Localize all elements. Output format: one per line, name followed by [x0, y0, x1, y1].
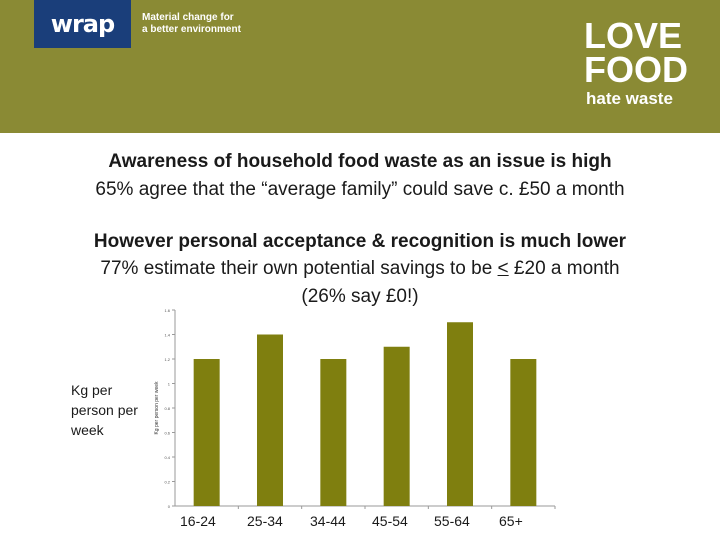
y-tick-label: 0.8	[164, 406, 170, 411]
love-food-hate-waste-logo: LOVE FOOD hate waste	[584, 15, 688, 108]
wrap-logo: wrap	[34, 0, 131, 48]
love-logo-line1: LOVE	[584, 15, 682, 56]
bar-chart: 0 0.2 0.4 0.6 0.8 1 1.2 1.4 1.6 Kg per person per…	[154, 308, 556, 509]
heading-line4-post: £20 a month	[508, 258, 620, 279]
x-tick-label: 45-54	[372, 513, 408, 529]
tagline: Material change for a better environment	[142, 12, 241, 36]
y-axis-title: Kg per person per week	[154, 381, 160, 435]
bar-16-24	[193, 359, 220, 506]
y-tick-label: 1.6	[164, 308, 170, 313]
x-tick-label: 25-34	[247, 513, 283, 529]
header-banner: wrap Material change for a better enviro…	[0, 0, 720, 133]
x-tick-label: 34-44	[310, 513, 346, 529]
wrap-logo-text: wrap	[50, 10, 115, 38]
x-tick-label: 55-64	[434, 513, 470, 529]
y-tick-label: 0	[168, 504, 171, 509]
bar-55-64	[447, 322, 473, 506]
love-logo-line3: hate waste	[586, 89, 673, 108]
heading-line1: Awareness of household food waste as an …	[108, 151, 612, 172]
heading-line4-u: <	[497, 258, 509, 279]
tagline-line1: Material change for	[142, 12, 234, 23]
heading-line5: (26% say £0!)	[301, 286, 419, 307]
y-tick-label: 0.6	[164, 431, 170, 436]
bar-34-44	[320, 359, 347, 506]
heading-line2: 65% agree that the “average family” coul…	[95, 179, 625, 200]
bar-25-34	[257, 334, 283, 506]
x-tick-label: 16-24	[180, 513, 216, 529]
heading-line4-pre: 77% estimate their own potential savings…	[100, 258, 498, 279]
y-tick-label: 1.2	[164, 357, 170, 362]
y-tick-label: 0.2	[164, 480, 170, 485]
y-tick-label: 1.4	[164, 333, 170, 338]
bar-45-54	[383, 346, 410, 506]
bar-65+	[510, 359, 537, 506]
heading-line3: However personal acceptance & recognitio…	[93, 231, 627, 252]
y-tick-label: 1	[168, 382, 171, 387]
heading-line4: 77% estimate their own potential savings…	[0, 258, 720, 280]
x-tick-label: 65+	[499, 513, 523, 529]
y-axis-label: Kg per person per week	[71, 382, 138, 438]
tagline-line2: a better environment	[142, 24, 241, 35]
love-logo-line2: FOOD	[584, 49, 688, 90]
y-tick-label: 0.4	[164, 455, 170, 460]
